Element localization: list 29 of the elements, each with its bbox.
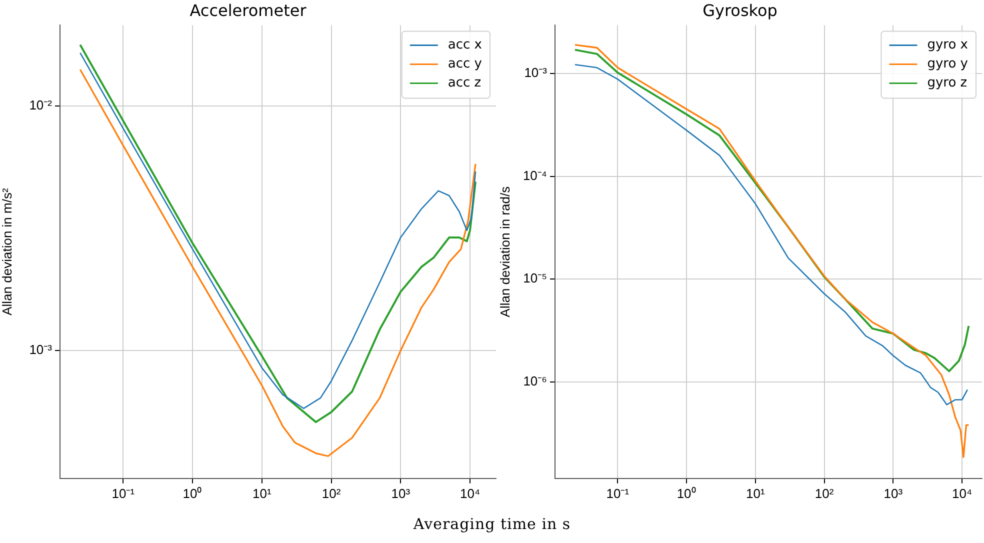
x-tick-label: 10⁻¹ — [112, 486, 136, 501]
legend-label: acc x — [448, 38, 482, 53]
x-tick-label: 10¹ — [746, 486, 766, 501]
legend-label: gyro x — [927, 38, 968, 53]
chart-title: Gyroskop — [702, 0, 778, 20]
x-tick-label: 10⁰ — [182, 486, 202, 501]
y-tick-label: 10⁻² — [29, 98, 53, 113]
legend-label: gyro z — [927, 76, 968, 91]
x-tick-label: 10¹ — [252, 486, 272, 501]
y-tick-label: 10⁻⁴ — [522, 168, 547, 183]
y-axis-title: Allan deviation in m/s² — [0, 188, 14, 316]
x-tick-label: 10² — [322, 486, 342, 501]
legend-label: gyro y — [927, 56, 968, 72]
x-tick-label: 10³ — [391, 486, 411, 501]
y-axis-title: Allan deviation in rad/s — [497, 186, 512, 318]
x-tick-label: 10³ — [884, 486, 904, 501]
y-tick-label: 10⁻³ — [29, 342, 53, 358]
y-tick-label: 10⁻⁵ — [523, 270, 547, 286]
y-tick-label: 10⁻⁶ — [523, 373, 547, 388]
x-tick-label: 10⁴ — [460, 486, 480, 501]
legend-label: acc z — [448, 76, 482, 91]
chart-title: Accelerometer — [190, 0, 307, 20]
x-tick-label: 10⁴ — [952, 486, 972, 501]
y-tick-label: 10⁻³ — [524, 65, 548, 80]
x-axis-title: Averaging time in s — [412, 515, 572, 533]
x-tick-label: 10⁻¹ — [606, 486, 630, 501]
legend-label: acc y — [448, 56, 482, 72]
x-tick-label: 10² — [814, 486, 834, 501]
x-tick-label: 10⁰ — [676, 486, 696, 501]
